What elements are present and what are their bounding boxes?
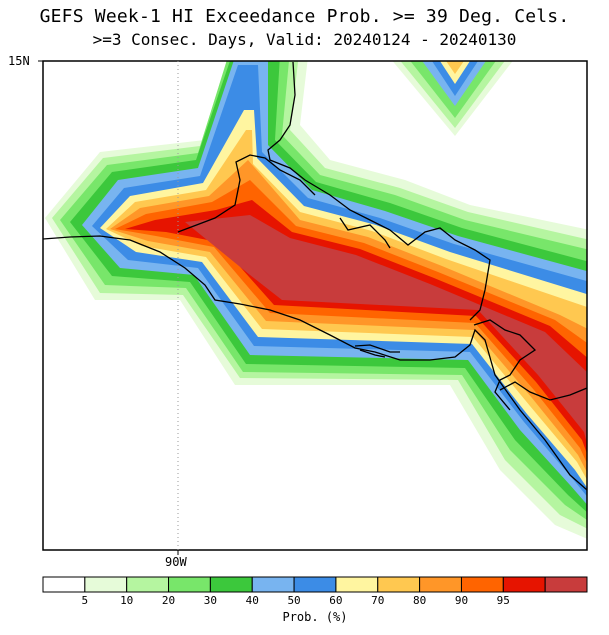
pacific-coastline [43,235,587,491]
elsalvador-border [339,217,391,249]
northern-coastline [267,61,491,321]
nicaragua-border [499,381,587,401]
guatemala-border [177,154,316,233]
honduras-border [473,319,537,411]
gulf-fonseca [354,344,400,358]
contour-99 [185,215,587,444]
map-frame [42,60,588,551]
lon-label-90w: 90W [165,555,187,569]
lat-label-15n: 15N [8,54,30,68]
coastlines-borders [43,61,587,491]
contour-ne-blob-80 [446,61,464,74]
colorbar-title: Prob. (%) [282,610,348,624]
chart-title-line2: >=3 Consec. Days, Valid: 20240124 - 2024… [92,30,517,49]
chart-title-line1: GEFS Week-1 HI Exceedance Prob. >= 39 De… [39,6,570,27]
probability-contours [45,61,587,539]
probability-map [38,60,588,555]
